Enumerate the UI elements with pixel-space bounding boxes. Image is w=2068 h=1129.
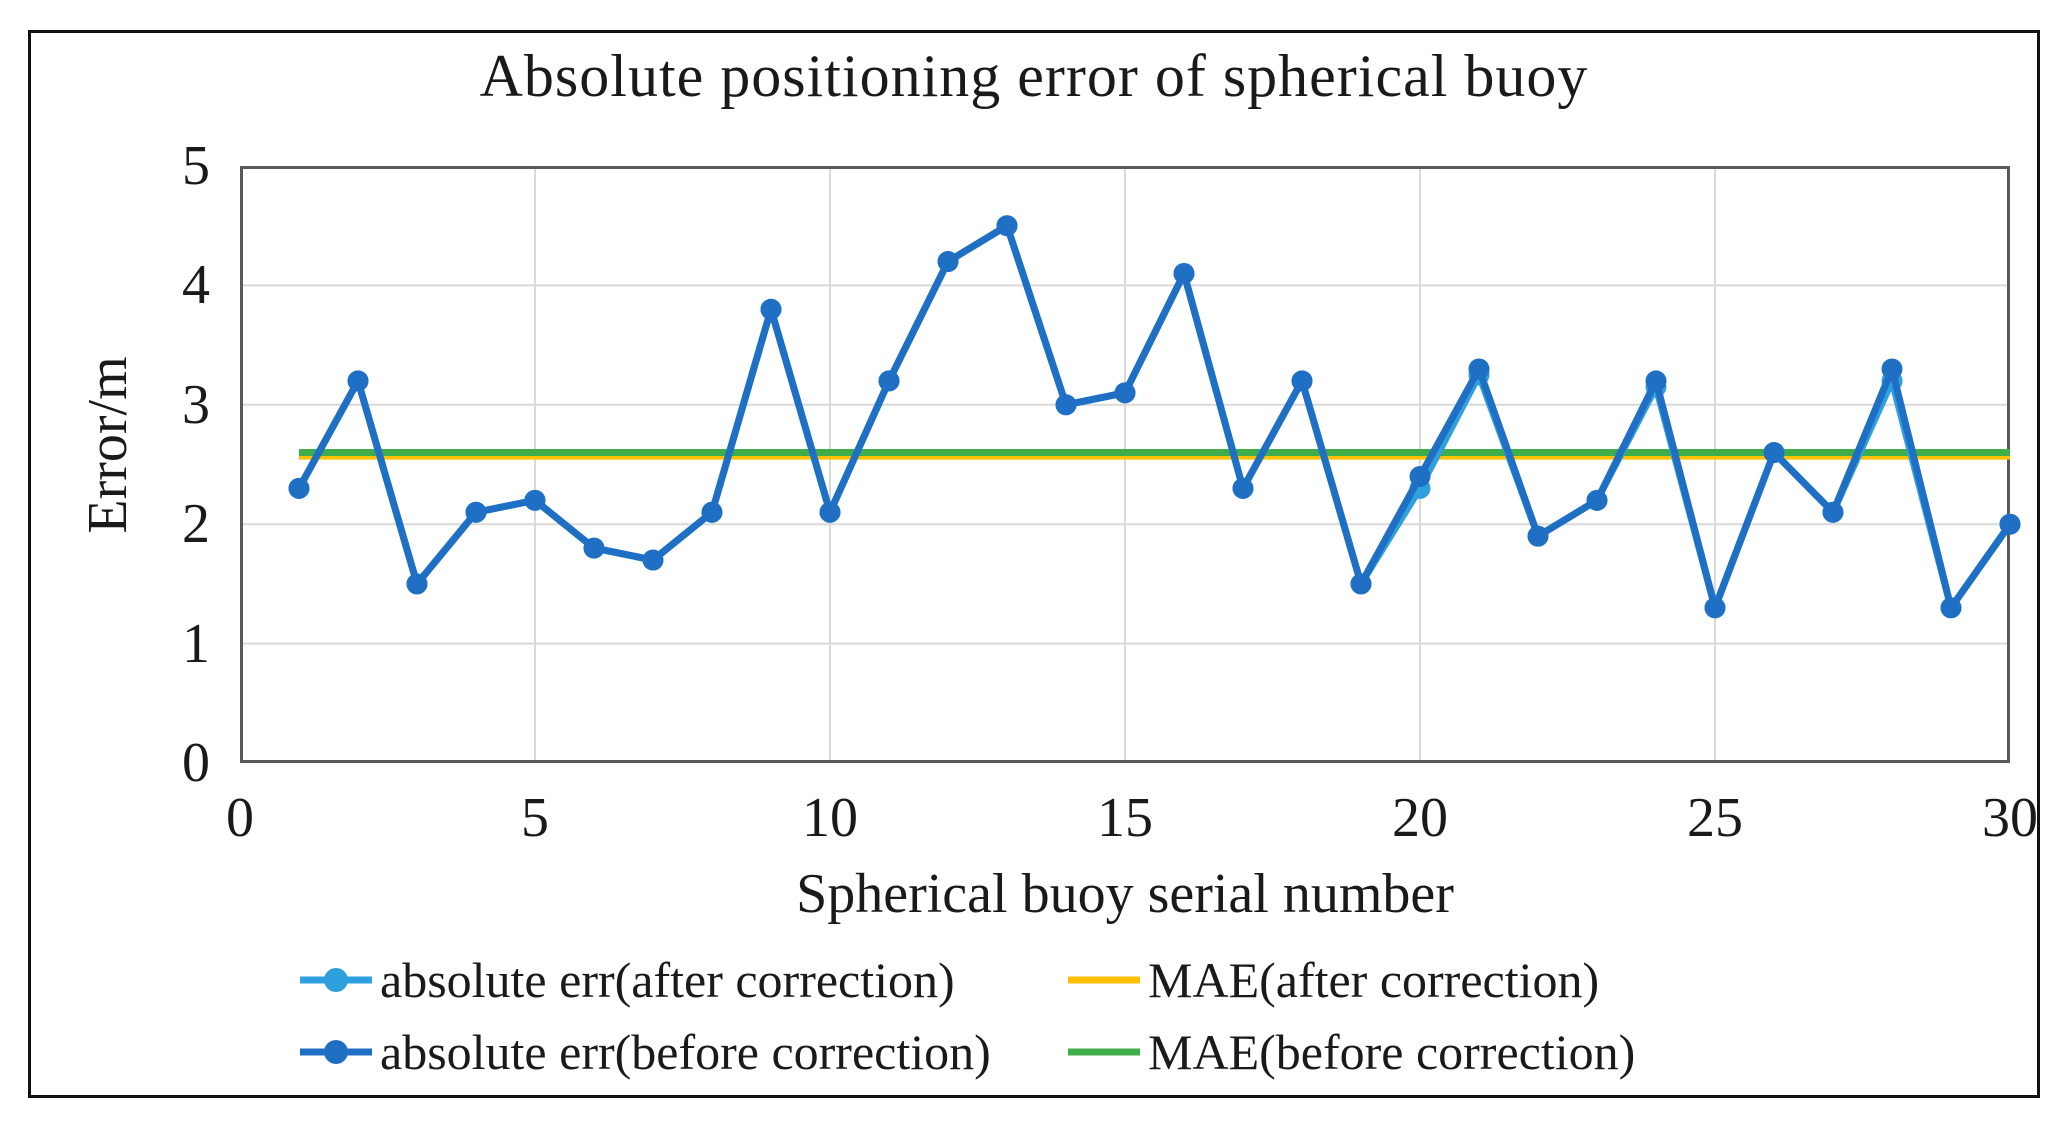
y-tick-label: 3 [182,373,210,436]
data-point-marker [288,477,310,499]
chart-title: Absolute positioning error of spherical … [479,43,1589,109]
x-tick-label: 20 [1392,787,1448,849]
data-point-marker [1822,501,1844,523]
data-point-marker [1173,262,1195,284]
data-point-marker [465,501,487,523]
y-tick-label: 0 [182,732,210,794]
data-point-marker [583,537,605,559]
figure-border [28,30,2040,1098]
plot-frame [240,166,2010,763]
data-point-marker [1645,370,1667,392]
data-point-marker [1114,382,1136,404]
x-tick-label: 25 [1687,787,1743,849]
data-point-marker [1055,394,1077,416]
line-marker-icon [1068,976,1140,984]
line-marker-icon [1068,1048,1140,1056]
legend-label: MAE(before correction) [1148,1024,1636,1080]
legend-item-before-correction: absolute err(before correction) [298,1023,1066,1081]
data-point-marker [996,215,1018,237]
data-point-marker [1881,358,1903,380]
y-tick-label: 1 [182,612,210,675]
series-line [295,222,2014,612]
plot-area [240,166,2021,763]
series-line [295,222,2014,612]
data-point-marker [1999,513,2021,535]
data-point-marker [1527,525,1549,547]
data-point-marker [878,370,900,392]
legend-label: MAE(after correction) [1148,952,1600,1008]
data-point-marker [819,501,841,523]
legend-item-mae-before: MAE(before correction) [1066,1023,1635,1081]
legend-item-after-correction: absolute err(after correction) [298,951,1066,1009]
y-axis-label: Error/m [77,356,139,534]
y-tick-label: 5 [182,135,210,197]
data-point-marker [1291,370,1313,392]
data-point-marker [1409,465,1431,487]
data-point-marker [1940,597,1962,619]
data-point-marker [1704,597,1726,619]
data-point-marker [701,501,723,523]
data-point-marker [406,573,428,595]
y-tick-label: 4 [182,254,210,317]
y-tick-label: 2 [182,493,210,556]
data-point-marker [1763,442,1785,464]
x-tick-label: 15 [1097,787,1153,849]
legend: absolute err(after correction) MAE(after… [298,944,1938,1088]
line-marker-icon [300,1040,372,1064]
x-tick-label: 5 [521,787,549,849]
data-point-marker [524,489,546,511]
legend-label: absolute err(before correction) [380,1024,991,1080]
data-point-marker [1586,489,1608,511]
data-point-marker [1232,477,1254,499]
data-point-marker [1468,358,1490,380]
line-marker-icon [300,968,372,992]
data-point-marker [1350,573,1372,595]
data-point-marker [642,549,664,571]
data-point-marker [760,298,782,320]
x-axis-label: Spherical buoy serial number [796,863,1454,925]
legend-item-mae-after: MAE(after correction) [1066,951,1599,1009]
x-tick-label: 30 [1982,787,2038,849]
legend-row: absolute err(after correction) MAE(after… [298,944,1938,1016]
data-point-marker [347,370,369,392]
x-tick-label: 10 [802,787,858,849]
legend-label: absolute err(after correction) [380,952,955,1008]
data-point-marker [937,251,959,273]
legend-row: absolute err(before correction) MAE(befo… [298,1016,1938,1088]
x-tick-label: 0 [226,787,254,849]
